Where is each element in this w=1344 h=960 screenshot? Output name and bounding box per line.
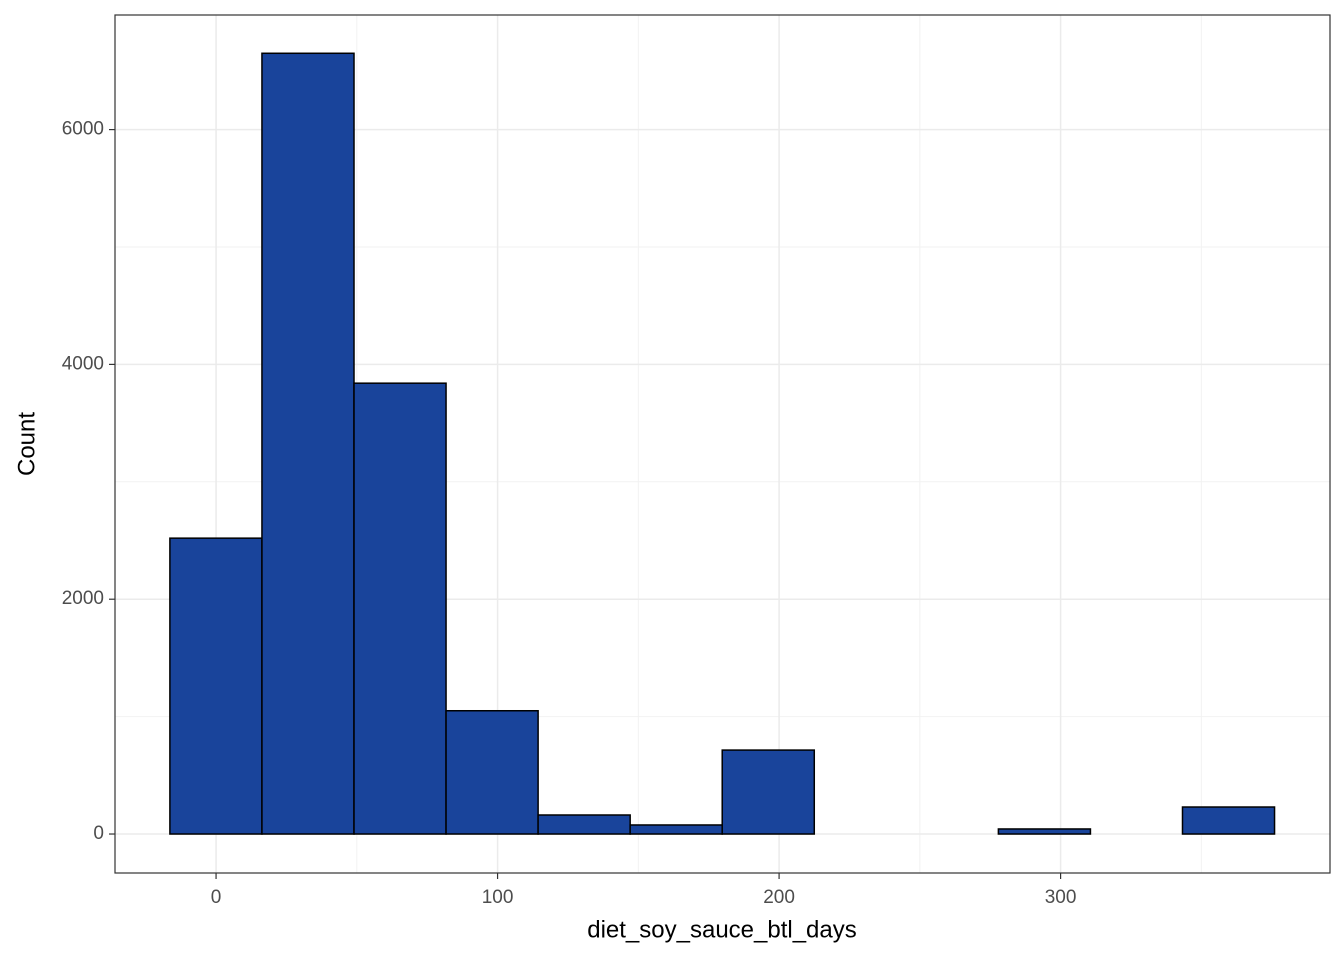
y-tick-label: 2000	[62, 588, 104, 609]
x-tick-label: 0	[211, 887, 222, 908]
bar	[445, 709, 539, 835]
x-tick-label: 100	[482, 887, 514, 908]
x-tick-label: 200	[763, 887, 795, 908]
bar	[169, 537, 263, 835]
y-tick-label: 0	[93, 823, 104, 844]
y-tick-label: 6000	[62, 119, 104, 140]
bar	[537, 814, 631, 835]
bar	[997, 828, 1092, 835]
bar	[261, 52, 355, 835]
bar	[353, 382, 447, 835]
bar	[721, 749, 816, 835]
x-tick-label: 300	[1045, 887, 1077, 908]
y-axis-title: Count	[13, 412, 40, 476]
bars	[169, 52, 1276, 835]
bar	[629, 824, 723, 835]
x-axis-title: diet_soy_sauce_btl_days	[587, 916, 857, 943]
panel-border	[114, 14, 1331, 874]
bar	[1181, 806, 1276, 835]
axes: 0 2000 4000 6000 0 100 200 300	[62, 119, 1077, 908]
y-tick-label: 4000	[62, 353, 104, 374]
